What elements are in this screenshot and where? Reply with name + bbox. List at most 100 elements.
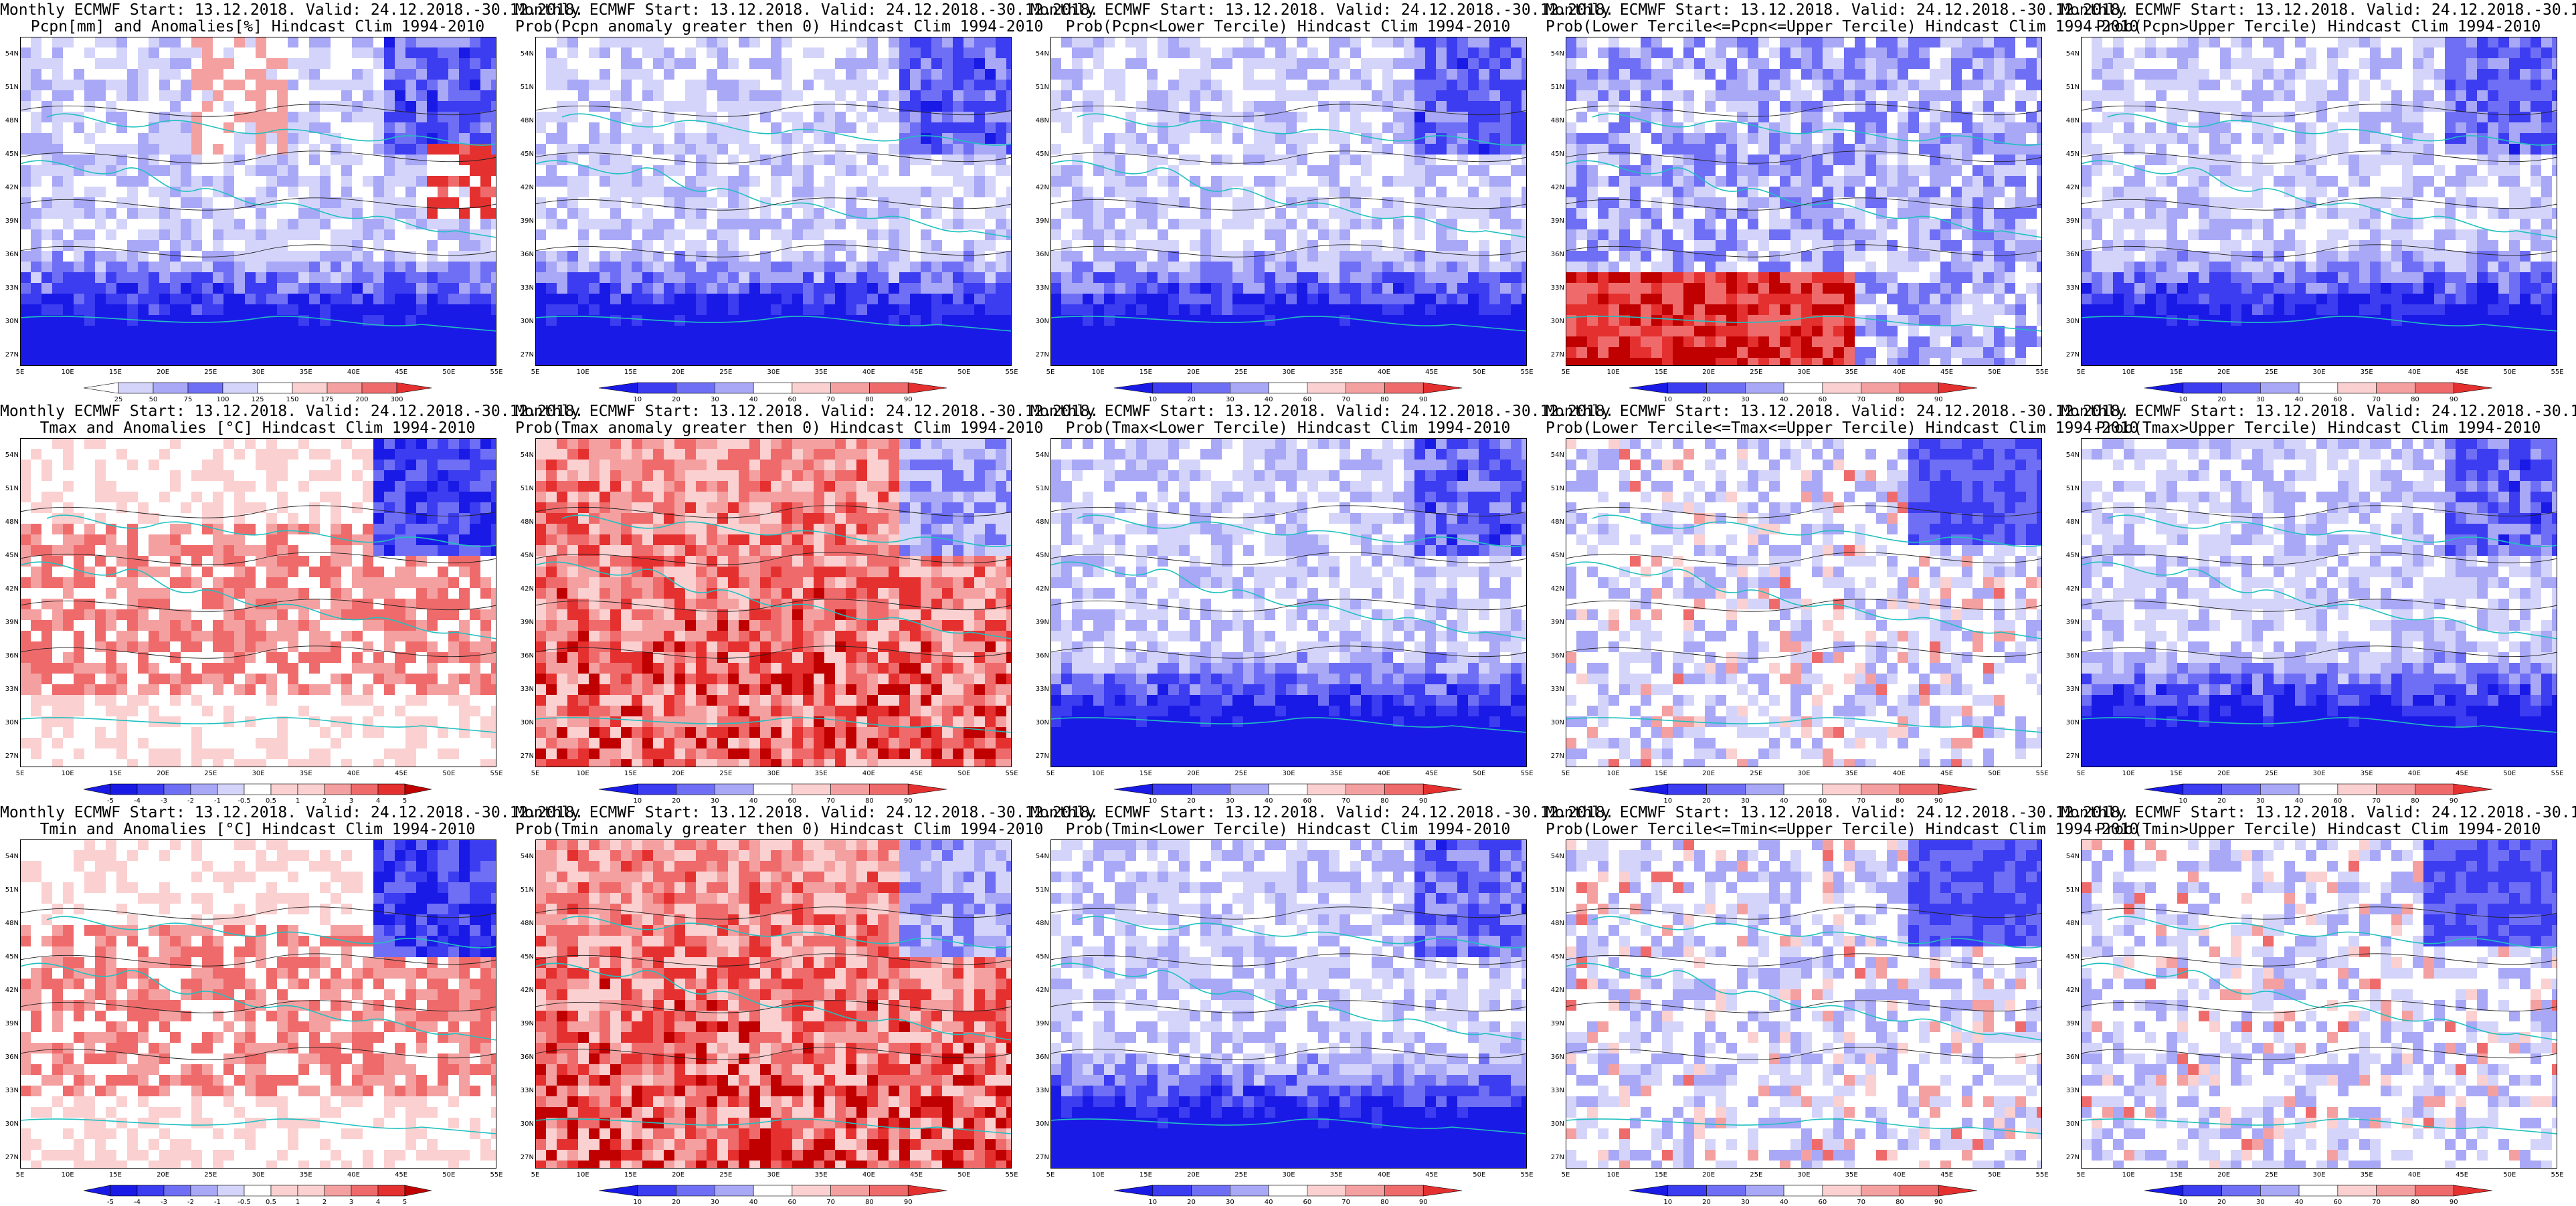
longitude-tick-label: 20E [2211,1171,2237,1179]
map-panel-r3c4: Monthly ECMWF Start: 13.12.2018. Valid: … [1546,803,2138,1206]
colorbar-swatch [1629,382,1669,394]
colorbar-tick-label: 20 [1182,396,1202,403]
colorbar-swatch [676,382,715,394]
colorbar-swatch [327,382,363,394]
latitude-tick-label: 54N [3,50,19,58]
colorbar-tick-label: 80 [1890,1199,1910,1206]
colorbar-tick-label: 60 [2328,396,2348,403]
longitude-tick-label: 30E [760,1171,787,1179]
longitude-tick-label: 20E [1695,369,1722,376]
latitude-tick-label: 30N [1548,318,1564,325]
latitude-tick-label: 39N [1033,1020,1049,1027]
colorbar-tick-label: 60 [1297,1199,1317,1206]
colorbar-tick-label: 125 [248,396,268,403]
colorbar-tick-label: 80 [2405,797,2425,805]
colorbar-tick-label: 30 [2250,1199,2270,1206]
longitude-tick-label: 15E [102,369,128,376]
colorbar-swatch [753,382,793,394]
colorbar-swatch [1191,382,1230,394]
colorbar-swatch [1422,1185,1463,1197]
latitude-tick-label: 45N [2063,552,2080,559]
latitude-tick-label: 54N [1033,50,1049,58]
longitude-tick-label: 10E [569,1171,596,1179]
longitude-tick-label: 20E [1180,369,1207,376]
colorbar-tick-label: 60 [2328,1199,2348,1206]
longitude-tick-label: 10E [54,369,81,376]
forecast-map [1050,438,1527,767]
colorbar-swatch [598,382,638,394]
latitude-tick-label: 54N [2063,451,2080,459]
colorbar-tick-label: 0.5 [261,1199,281,1206]
latitude-tick-label: 51N [518,485,534,492]
latitude-tick-label: 42N [2063,585,2080,593]
latitude-tick-label: 33N [3,686,19,693]
longitude-tick-label: 55E [2544,369,2571,376]
colorbar [1113,783,1463,795]
colorbar [1629,382,1978,394]
colorbar-swatch [153,382,189,394]
longitude-tick-label: 10E [2115,770,2142,777]
longitude-tick-label: 20E [1695,1171,1722,1179]
colorbar-tick-label: 90 [1413,797,1433,805]
colorbar-swatch [1938,1185,1978,1197]
colorbar-swatch [2183,783,2222,795]
map-panel-r2c5: Monthly ECMWF Start: 13.12.2018. Valid: … [2061,401,2576,805]
latitude-tick-label: 51N [1033,886,1049,894]
colorbar-tick-label: 40 [1774,1199,1794,1206]
longitude-tick-label: 25E [2258,770,2285,777]
latitude-tick-label: 30N [3,318,19,325]
colorbar-tick-label: 100 [213,396,233,403]
colorbar-tick-label: 30 [1735,1199,1755,1206]
latitude-tick-label: 36N [1548,652,1564,660]
latitude-tick-label: 27N [1548,752,1564,760]
longitude-tick-label: 50E [951,369,978,376]
colorbar-swatch [2144,783,2184,795]
latitude-tick-label: 42N [3,585,19,593]
panel-title-line2: Prob(Tmin anomaly greater then 0) Hindca… [515,821,1043,838]
colorbar-tick-label: 10 [1658,1199,1678,1206]
colorbar-swatch [217,783,245,795]
longitude-tick-label: 45E [903,369,930,376]
forecast-map [1566,839,2042,1169]
colorbar-swatch [2453,1185,2493,1197]
longitude-tick-label: 15E [102,1171,128,1179]
colorbar-swatch [1230,382,1269,394]
longitude-tick-label: 25E [713,770,739,777]
longitude-tick-label: 25E [2258,1171,2285,1179]
colorbar-tick-label: 30 [2250,797,2270,805]
longitude-tick-label: 50E [2496,1171,2523,1179]
latitude-tick-label: 48N [2063,117,2080,124]
colorbar-tick-label: 1 [288,1199,308,1206]
colorbar-tick-label: 70 [1336,797,1356,805]
colorbar-tick-label: 80 [1374,396,1394,403]
colorbar-swatch [2183,382,2222,394]
colorbar-swatch [163,783,191,795]
colorbar-swatch [351,783,379,795]
longitude-tick-label: 5E [1552,770,1579,777]
longitude-tick-label: 15E [2163,770,2189,777]
longitude-tick-label: 45E [2449,369,2476,376]
colorbar-swatch [598,783,638,795]
panel-title-line2: Tmin and Anomalies [°C] Hindcast Clim 19… [0,821,515,838]
colorbar-tick-label: 30 [1220,396,1240,403]
latitude-tick-label: 51N [2063,485,2080,492]
latitude-tick-label: 45N [3,552,19,559]
panel-title-line2: Prob(Tmax anomaly greater then 0) Hindca… [515,419,1043,437]
colorbar-swatch [1822,382,1861,394]
panel-title-line1: Monthly ECMWF Start: 13.12.2018. Valid: … [0,1,583,19]
colorbar-tick-label: 20 [1182,1199,1202,1206]
latitude-tick-label: 33N [518,686,534,693]
latitude-tick-label: 39N [518,1020,534,1027]
forecast-map [2081,839,2557,1169]
colorbar-swatch [1861,382,1900,394]
longitude-tick-label: 55E [2029,369,2055,376]
map-panel-r3c2: Monthly ECMWF Start: 13.12.2018. Valid: … [515,803,1099,1206]
colorbar-swatch [1861,1185,1900,1197]
longitude-tick-label: 45E [388,1171,415,1179]
latitude-tick-label: 39N [2063,1020,2080,1027]
longitude-tick-label: 10E [2115,369,2142,376]
latitude-tick-label: 54N [518,853,534,860]
latitude-tick-label: 27N [1548,351,1564,359]
map-panel-r1c1: Monthly ECMWF Start: 13.12.2018. Valid: … [0,0,583,403]
longitude-tick-label: 20E [150,770,177,777]
